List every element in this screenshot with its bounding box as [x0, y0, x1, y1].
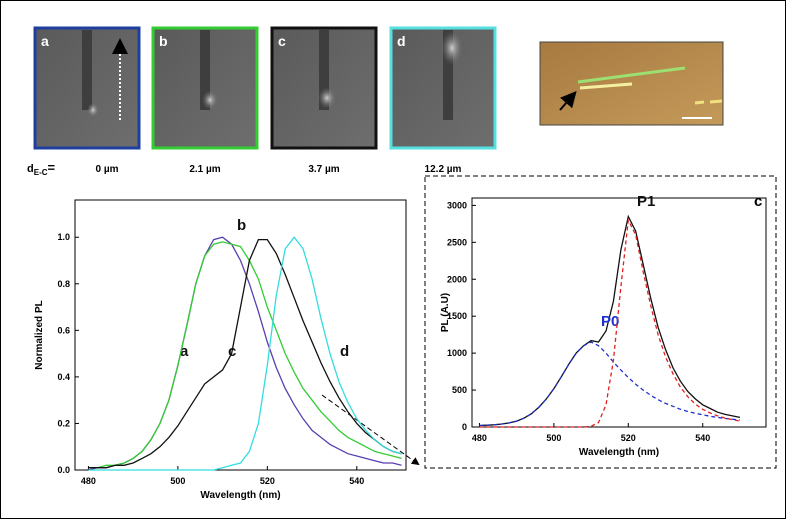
- distance-label: dE-C=: [27, 160, 56, 177]
- series-label: c: [228, 343, 236, 360]
- y-tick-label: 1500: [447, 311, 467, 321]
- series-line: [88, 238, 402, 469]
- y-tick-label: 2000: [447, 274, 467, 284]
- x-tick-label: 480: [81, 476, 96, 486]
- y-tick-label: 1000: [447, 348, 467, 358]
- y-axis-label: PL (A.U): [440, 293, 451, 332]
- x-tick-label: 500: [546, 433, 561, 443]
- x-axis-label: Wavelength (nm): [579, 447, 659, 458]
- panel-caption: 12.2 µm: [425, 164, 462, 175]
- y-axis-label: Normalized PL: [34, 300, 45, 369]
- emission-spot: [202, 90, 218, 110]
- x-tick-label: 480: [472, 433, 487, 443]
- series-line: [88, 241, 402, 469]
- x-tick-label: 540: [349, 476, 364, 486]
- wire: [577, 66, 686, 84]
- series-label: b: [237, 217, 246, 234]
- series-line: [88, 236, 402, 471]
- y-tick-label: 3000: [447, 200, 467, 210]
- micrographs: a 0 µm b 2.1 µm c 3.7 µm d 12.2 µm: [33, 26, 497, 175]
- x-tick-label: 520: [621, 433, 636, 443]
- label-eq: =: [48, 160, 56, 175]
- x-tick-label: 540: [695, 433, 710, 443]
- x-tick-label: 520: [260, 476, 275, 486]
- x-tick-label: 500: [170, 476, 185, 486]
- probe-shadow: [319, 30, 329, 110]
- y-tick-label: 0.8: [57, 279, 70, 289]
- panel-label: c: [754, 193, 762, 210]
- emission-spot: [87, 102, 99, 118]
- wire: [694, 100, 705, 105]
- y-tick-label: 2500: [447, 237, 467, 247]
- series-label: P1: [637, 193, 655, 210]
- panel-letter: c: [278, 33, 286, 49]
- y-tick-label: 0.4: [57, 372, 70, 382]
- series-label: P0: [601, 313, 619, 330]
- y-tick-label: 0: [462, 422, 467, 432]
- y-tick-label: 500: [452, 385, 467, 395]
- series-label: a: [180, 343, 189, 360]
- probe-shadow: [82, 30, 92, 110]
- series-line: [479, 217, 741, 428]
- series-label: d: [340, 343, 349, 360]
- probe-shadow: [200, 30, 210, 110]
- panel-letter: b: [159, 33, 168, 49]
- y-tick-label: 0.2: [57, 418, 70, 428]
- emission-spot: [441, 30, 463, 66]
- panel-caption: 3.7 µm: [308, 164, 339, 175]
- arrow: [559, 90, 577, 111]
- y-tick-label: 1.0: [57, 232, 70, 242]
- label-sub: E-C: [34, 168, 48, 177]
- emission-spot: [318, 87, 336, 109]
- charts: 480 500 520 540 0.0 0.2 0.4 0.6 0.8 1.0 Wavelength…: [34, 193, 767, 501]
- y-tick-label: 0.6: [57, 325, 70, 335]
- panel-caption: 2.1 µm: [189, 164, 220, 175]
- x-axis-label: Wavelength (nm): [200, 490, 280, 501]
- wire: [579, 82, 633, 90]
- zoom-arrow: [321, 394, 420, 466]
- panel-letter: a: [41, 33, 49, 49]
- panel-caption: 0 µm: [96, 164, 119, 175]
- inset-box: [424, 175, 777, 469]
- y-tick-label: 0.0: [57, 465, 70, 475]
- series-line: [88, 236, 402, 471]
- wire: [709, 99, 723, 104]
- probe-shadow: [443, 30, 453, 120]
- panel-letter: d: [397, 33, 406, 49]
- optical-image: [539, 41, 724, 126]
- label-main: d: [27, 163, 34, 175]
- plot-area: [74, 199, 407, 471]
- plot-area: [471, 197, 767, 428]
- series-line: [479, 341, 740, 427]
